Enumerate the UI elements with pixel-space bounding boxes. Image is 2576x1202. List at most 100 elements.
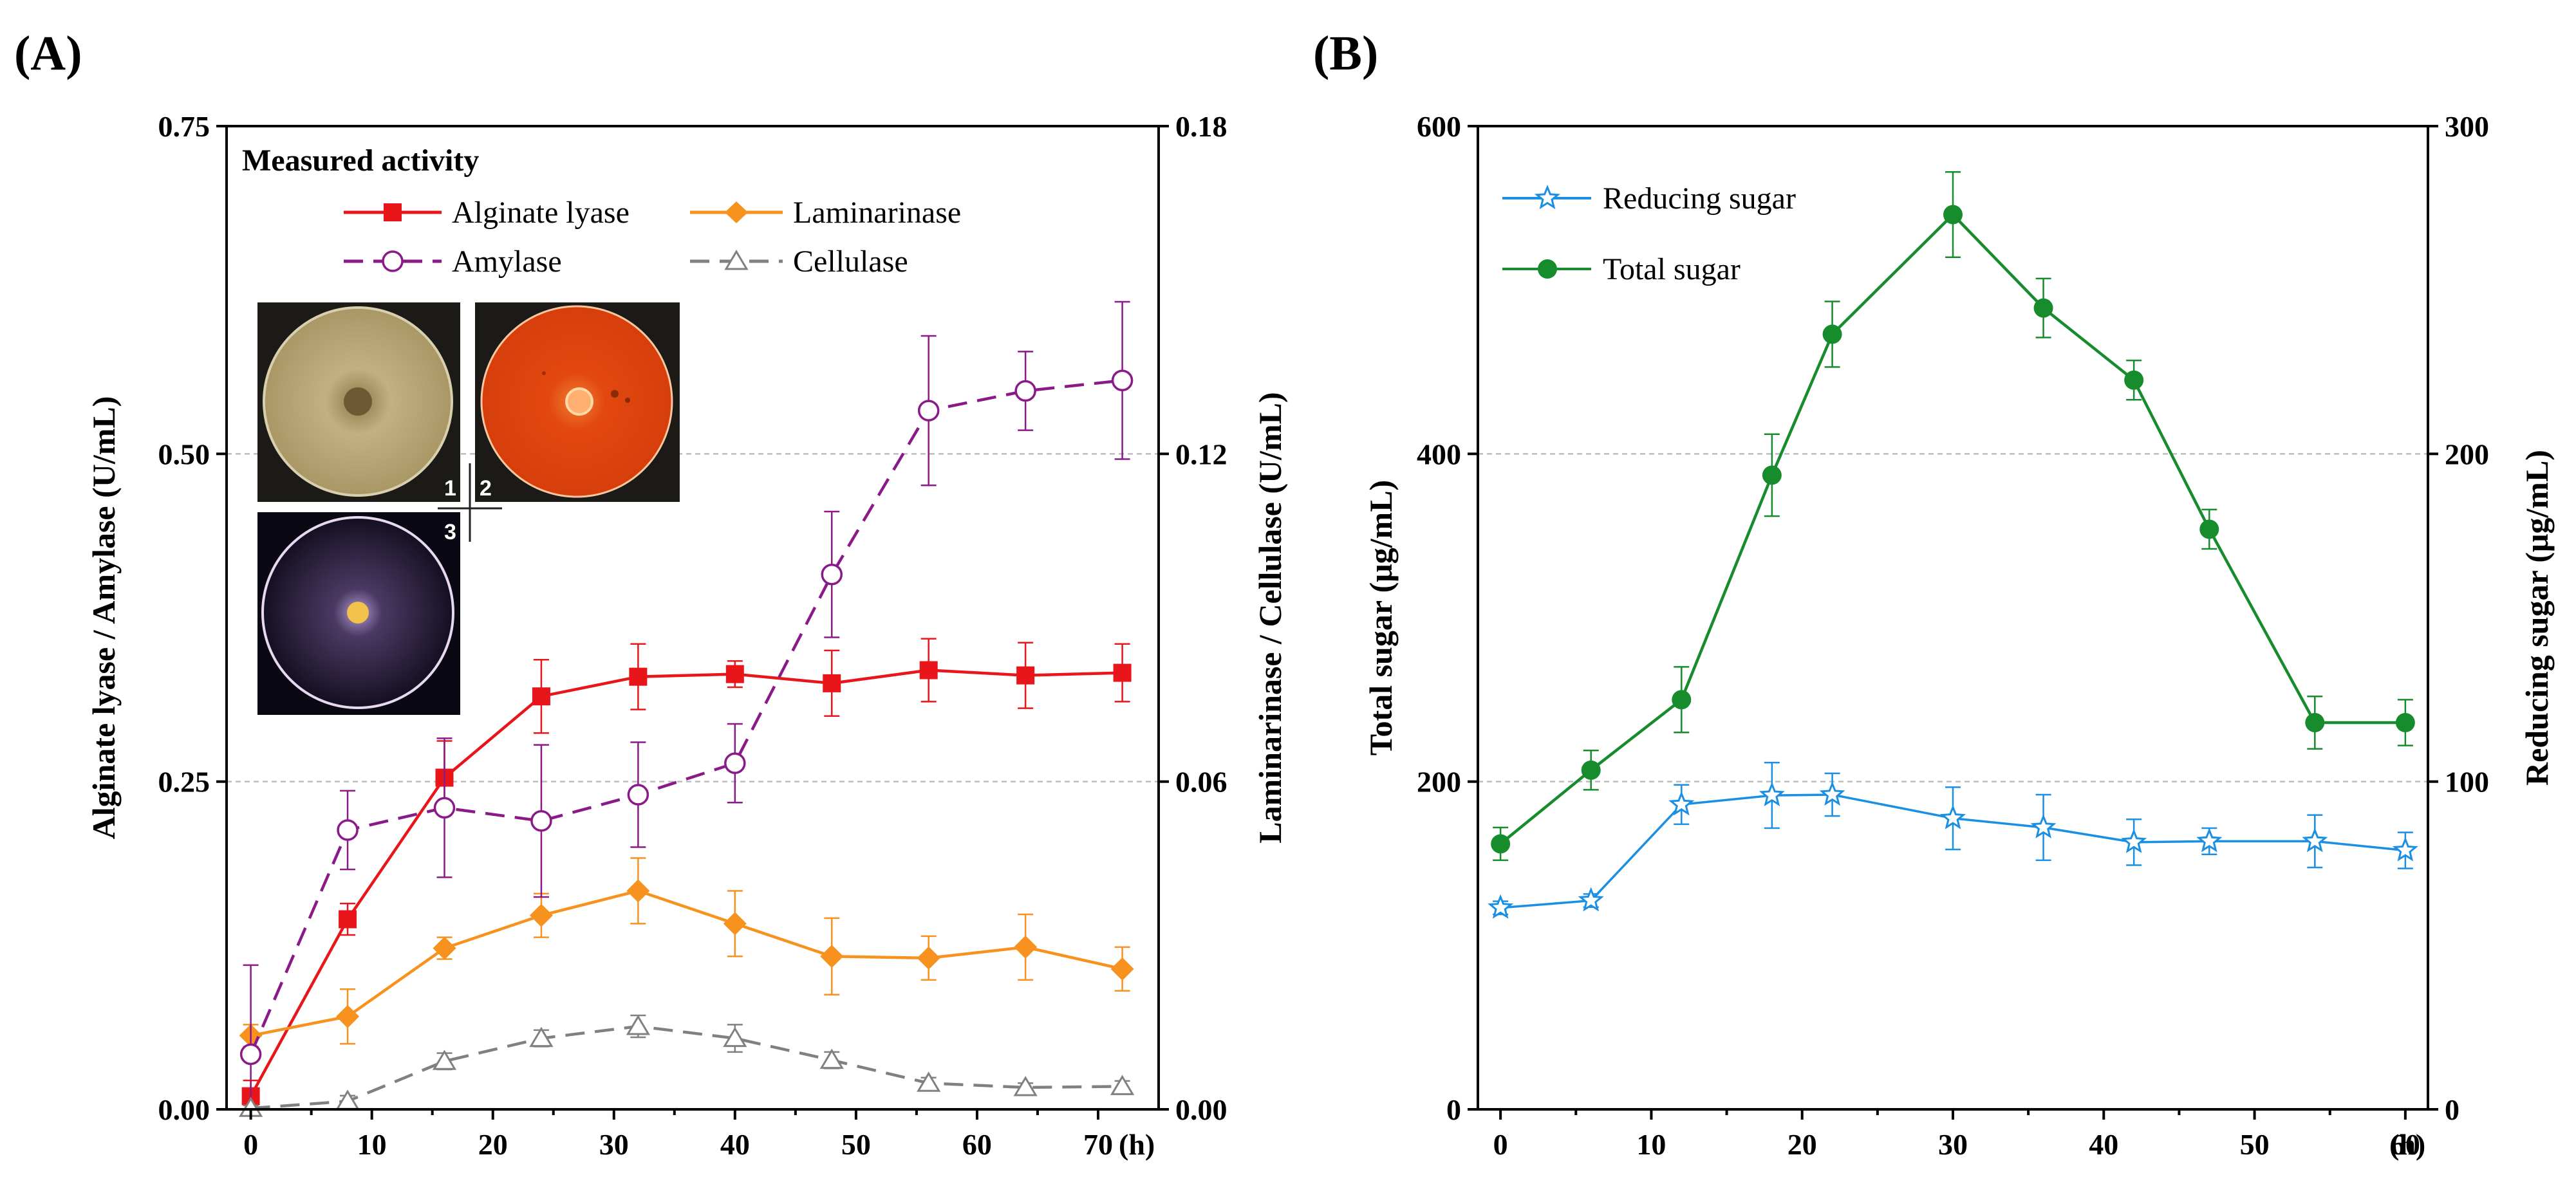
- series-amylase: [239, 300, 1134, 1111]
- panel-a-series: [238, 300, 1135, 1117]
- data-point-reducing-sugar: [1939, 804, 1966, 829]
- data-point-amylase: [337, 819, 359, 841]
- data-point-reducing-sugar: [1578, 887, 1604, 912]
- data-point-amylase: [1111, 369, 1134, 391]
- x-tick-label: 40: [2089, 1128, 2118, 1161]
- x-tick-label: 20: [1787, 1128, 1817, 1161]
- legend-item-reducing-sugar: Reducing sugar: [1502, 181, 1796, 216]
- panel-a-legend: Measured activity Alginate lyase Laminar…: [242, 143, 961, 279]
- inset-plate-2-colony: [565, 387, 593, 416]
- data-point-laminarinase: [1014, 935, 1038, 959]
- legend-label-alginate-lyase: Alginate lyase: [452, 196, 630, 230]
- left-y-tick-label: 0.00: [158, 1093, 210, 1126]
- inset-plate-1: 1: [257, 302, 460, 502]
- series-reducing-sugar: [1488, 761, 2418, 919]
- data-point-laminarinase: [917, 946, 940, 970]
- legend-marker-laminarinase: [725, 201, 748, 223]
- legend-title: Measured activity: [242, 143, 479, 178]
- x-axis-unit: (h): [2389, 1128, 2425, 1161]
- data-point-amylase: [433, 797, 456, 819]
- data-point-cellulase: [529, 1026, 554, 1048]
- data-point-laminarinase: [820, 945, 844, 968]
- series-line-amylase: [249, 378, 1123, 1055]
- panel-b-axes: 0 200 400 600 0 100 200 300 0 10 20 30 40 50 60(h): [1417, 110, 2489, 1161]
- panel-a-right-axis-title: Laminarinase / Cellulase (U/mL): [1252, 392, 1288, 843]
- data-point-alginate-lyase: [725, 665, 744, 683]
- inset-plate-1-label: 1: [444, 476, 456, 501]
- data-point-cellulase: [819, 1048, 844, 1069]
- right-y-tick-label: 0.12: [1175, 438, 1227, 470]
- data-point-laminarinase: [336, 1004, 360, 1028]
- data-point-total-sugar: [1491, 834, 1511, 854]
- data-point-cellulase: [1110, 1075, 1135, 1095]
- left-y-tick-label: 0.75: [158, 110, 210, 143]
- panel-a-plot-frame: [225, 125, 1160, 1111]
- right-y-tick-label: 200: [2445, 438, 2489, 470]
- inset-plate-3-colony: [347, 602, 369, 624]
- series-line-alginate-lyase: [249, 669, 1123, 1097]
- legend-label-cellulase: Cellulase: [793, 245, 908, 279]
- data-point-cellulase: [1013, 1076, 1038, 1096]
- data-point-laminarinase: [626, 879, 650, 903]
- x-tick-label: 30: [599, 1128, 629, 1161]
- inset-plate-3: 3: [257, 512, 460, 715]
- panel-b-left-axis-title: Total sugar (μg/mL): [1363, 480, 1399, 755]
- inset-plate-2-spot: [625, 398, 630, 403]
- data-point-amylase: [821, 564, 843, 586]
- right-y-tick-label: 0.06: [1175, 766, 1227, 799]
- right-y-tick-label: 0.00: [1175, 1093, 1227, 1126]
- right-y-tick-label: 300: [2445, 110, 2489, 143]
- x-tick-label: 10: [1636, 1128, 1666, 1161]
- legend-item-laminarinase: Laminarinase: [690, 196, 961, 230]
- panel-b-legend: Reducing sugar Total sugar: [1502, 181, 1796, 286]
- data-point-total-sugar: [1672, 690, 1692, 710]
- inset-plate-1-colony: [344, 387, 372, 416]
- series-cellulase: [238, 1014, 1135, 1117]
- x-tick-label: 60: [2391, 1128, 2420, 1161]
- series-total-sugar: [1491, 171, 2415, 862]
- left-y-tick-label: 600: [1417, 110, 1461, 143]
- data-point-alginate-lyase: [339, 910, 357, 929]
- x-axis-unit: (h): [1119, 1128, 1155, 1161]
- data-point-cellulase: [723, 1026, 747, 1048]
- left-y-tick-label: 400: [1417, 438, 1461, 470]
- x-tick-label: 10: [357, 1128, 387, 1161]
- legend-item-cellulase: Cellulase: [690, 245, 908, 279]
- data-point-cellulase: [917, 1071, 941, 1092]
- x-tick-label: 20: [478, 1128, 508, 1161]
- data-point-reducing-sugar: [1759, 782, 1785, 807]
- x-tick-label: 40: [720, 1128, 750, 1161]
- data-point-amylase: [1014, 380, 1036, 402]
- panel-a-left-axis-title: Alginate lyase / Amylase (U/mL): [86, 396, 122, 840]
- inset-plate-2-spot: [542, 371, 546, 375]
- data-point-reducing-sugar: [2392, 837, 2418, 862]
- data-point-alginate-lyase: [1016, 666, 1035, 685]
- x-tick-label: 50: [841, 1128, 871, 1161]
- data-point-alginate-lyase: [1113, 663, 1132, 682]
- data-point-laminarinase: [1110, 957, 1134, 981]
- panel-a-letter: (A): [14, 26, 82, 80]
- right-y-tick-label: 0.18: [1175, 110, 1227, 143]
- data-point-cellulase: [335, 1089, 360, 1110]
- data-point-total-sugar: [1581, 760, 1601, 780]
- data-point-total-sugar: [1762, 465, 1782, 485]
- series-laminarinase: [239, 857, 1134, 1048]
- inset-plate-2: 2: [475, 302, 680, 502]
- data-point-reducing-sugar: [2196, 828, 2223, 853]
- data-point-alginate-lyase: [823, 674, 841, 692]
- data-point-alginate-lyase: [919, 661, 938, 680]
- data-point-laminarinase: [723, 912, 747, 936]
- series-line-laminarinase: [250, 889, 1123, 1037]
- legend-marker-total-sugar: [1538, 259, 1557, 279]
- data-point-cellulase: [626, 1015, 651, 1035]
- data-point-laminarinase: [529, 903, 553, 927]
- legend-marker-alginate-lyase: [384, 203, 402, 221]
- data-point-reducing-sugar: [1819, 781, 1845, 806]
- panel-b: (B) 0 200 400 600 0 100 200 300 0 10 20 30 40 50 60(h)…: [1313, 26, 2555, 1161]
- data-point-reducing-sugar: [2121, 828, 2147, 853]
- legend-item-total-sugar: Total sugar: [1502, 252, 1741, 286]
- data-point-amylase: [239, 1043, 262, 1066]
- data-point-reducing-sugar: [1668, 791, 1695, 816]
- data-point-total-sugar: [2305, 712, 2325, 732]
- left-y-tick-label: 0.25: [158, 766, 210, 799]
